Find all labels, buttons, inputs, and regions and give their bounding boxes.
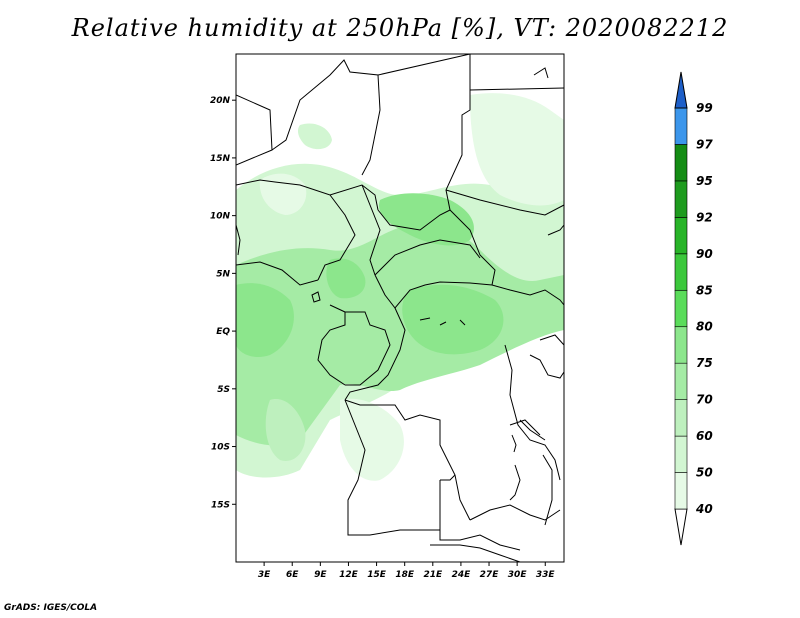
lon-tick-label: 6E [286, 570, 299, 580]
lon-tick-label: 3E [258, 570, 271, 580]
colorbar-label: 50 [696, 466, 713, 480]
colorbar-segment [674, 289, 688, 328]
colorbar-segment [674, 180, 688, 218]
latitude-axis: 20N 15N 10N 5N EQ 5S 10S 15S [210, 96, 236, 510]
colorbar-label: 75 [696, 356, 713, 370]
colorbar-label: 80 [696, 320, 713, 334]
colorbar-segment [674, 362, 688, 400]
colorbar-label: 40 [695, 502, 713, 516]
lat-tick-label: EQ [216, 327, 230, 337]
lon-tick-label: 27E [480, 570, 500, 580]
colorbar-label: 85 [696, 283, 713, 297]
lon-tick-label: 24E [452, 570, 472, 580]
colorbar-label: 97 [696, 137, 713, 151]
lon-tick-label: 18E [395, 570, 415, 580]
map-frame [235, 53, 565, 563]
lon-tick-label: 30E [508, 570, 528, 580]
map-title: Relative humidity at 250hPa [%], VT: 202… [71, 14, 729, 42]
colorbar-bottom-arrow [674, 508, 688, 546]
lon-tick-label: 21E [423, 570, 443, 580]
colorbar-label: 99 [696, 101, 713, 115]
colorbar-label: 92 [696, 210, 713, 224]
colorbar-segment [674, 217, 688, 255]
colorbar-label: 70 [696, 393, 713, 407]
lat-tick-label: 10S [211, 443, 230, 453]
country-borders [236, 54, 564, 562]
colorbar-label: 90 [696, 247, 713, 261]
colorbar-label: 60 [696, 429, 713, 443]
colorbar-segment [674, 107, 688, 145]
colorbar-segment [674, 144, 688, 182]
colorbar-segment [674, 472, 688, 510]
lon-tick-label: 33E [536, 570, 556, 580]
colorbar: 40 50 60 70 75 80 85 90 92 95 97 99 [674, 71, 713, 546]
colorbar-segment [674, 253, 688, 291]
colorbar-label: 95 [696, 174, 713, 188]
lon-tick-label: 15E [367, 570, 387, 580]
lat-tick-label: 20N [210, 96, 231, 106]
lat-tick-label: 15S [211, 500, 230, 510]
colorbar-segment [674, 435, 688, 473]
longitude-axis: 3E 6E 9E 12E 15E 18E 21E 24E 27E 30E 33E [258, 562, 556, 580]
lon-tick-label: 9E [314, 570, 327, 580]
colorbar-top-arrow [674, 71, 688, 109]
colorbar-segment [674, 326, 688, 364]
lat-tick-label: 15N [210, 154, 231, 164]
humidity-shading [236, 93, 564, 481]
lat-tick-label: 5S [217, 385, 230, 395]
lon-tick-label: 12E [339, 570, 359, 580]
lat-tick-label: 10N [210, 212, 231, 222]
grads-credit: GrADS: IGES/COLA [4, 603, 98, 613]
colorbar-segment [674, 399, 688, 437]
lat-tick-label: 5N [216, 269, 230, 279]
